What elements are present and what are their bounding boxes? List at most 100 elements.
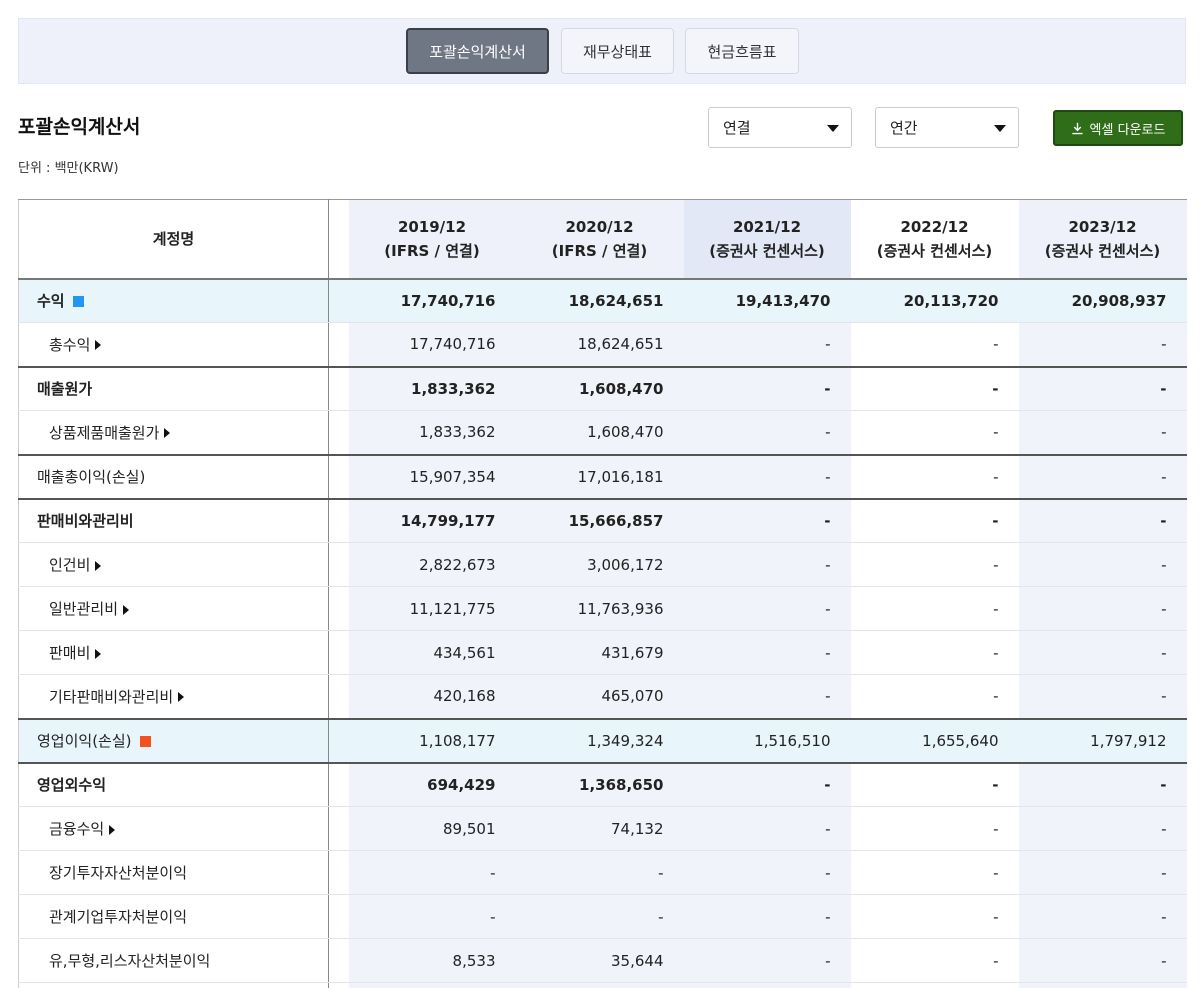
account-name-cell[interactable]: 일반관리비 xyxy=(18,586,329,631)
value-cell: 11,763,936 xyxy=(515,586,684,631)
value-cell xyxy=(515,982,684,988)
table-row: 판매비와관리비 14,799,177 15,666,857- - - xyxy=(18,497,1187,543)
account-label: 상품제품매출원가 xyxy=(49,423,160,442)
expand-caret-icon[interactable] xyxy=(95,560,102,571)
value-cell: - xyxy=(683,497,851,543)
value-cell: 15,666,857 xyxy=(515,497,684,543)
row-spacer xyxy=(328,717,349,763)
account-label: 기타판매비와관리비 xyxy=(49,687,174,706)
value-cell: - xyxy=(850,674,1019,719)
chevron-down-icon xyxy=(827,125,839,132)
expand-caret-icon[interactable] xyxy=(95,648,102,659)
value-cell: 434,561 xyxy=(348,630,516,675)
expand-caret-icon[interactable] xyxy=(123,604,130,615)
chart-toggle-icon[interactable] xyxy=(139,736,151,747)
value-cell: - xyxy=(1018,938,1187,983)
value-cell: 11,121,775 xyxy=(348,586,516,631)
period-select[interactable]: 연간 xyxy=(875,107,1019,148)
value-cell xyxy=(1018,982,1187,988)
column-header: 2020/12 (IFRS / 연결) xyxy=(515,199,684,280)
value-cell: 20,113,720 xyxy=(850,278,1019,323)
row-spacer xyxy=(328,497,349,543)
value-cell: - xyxy=(850,497,1019,543)
value-cell: - xyxy=(683,322,851,367)
value-cell: - xyxy=(683,365,851,411)
account-label: 일반관리비 xyxy=(49,600,119,618)
value-cell: - xyxy=(850,630,1019,675)
table-row: 일반관리비 11,121,775 11,763,936- - - xyxy=(18,586,1187,631)
value-cell: 1,608,470 xyxy=(515,365,684,411)
row-spacer xyxy=(328,850,349,895)
account-name-cell[interactable]: 기타판매비와관리비 xyxy=(18,674,329,719)
value-cell: 19,413,470 xyxy=(683,278,851,323)
row-spacer xyxy=(328,894,349,939)
statement-tab-bar: 포괄손익계산서 재무상태표 현금흐름표 xyxy=(18,18,1186,84)
value-cell: - xyxy=(515,894,684,939)
table-row: 매출원가 1,833,362 1,608,470- - - xyxy=(18,365,1187,411)
account-label: 금융수익 xyxy=(49,820,105,838)
account-name-cell: 관계기업투자처분이익 xyxy=(18,894,329,939)
value-cell: 2,822,673 xyxy=(348,542,516,587)
expand-caret-icon[interactable] xyxy=(109,824,116,835)
expand-caret-icon[interactable] xyxy=(178,692,185,703)
excel-download-button[interactable]: 엑셀 다운로드 xyxy=(1053,110,1183,146)
value-cell: 14,799,177 xyxy=(348,497,516,543)
value-cell: - xyxy=(850,410,1019,455)
account-label: 판매비 xyxy=(49,644,91,662)
column-period: 2023/12 xyxy=(1068,217,1137,236)
account-name-cell[interactable]: 판매비 xyxy=(18,630,329,675)
account-name-cell[interactable]: 인건비 xyxy=(18,542,329,587)
value-cell xyxy=(348,982,516,988)
column-header: 2022/12 (증권사 컨센서스) xyxy=(850,199,1019,280)
value-cell: - xyxy=(850,850,1019,895)
value-cell: 1,833,362 xyxy=(348,410,516,455)
column-period: 2019/12 xyxy=(397,217,467,236)
tab-cash-flow[interactable]: 현금흐름표 xyxy=(685,28,799,74)
consolidation-select[interactable]: 연결 xyxy=(708,107,852,148)
table-row: 관계기업투자처분이익 - - - - - xyxy=(18,894,1187,939)
account-name-cell[interactable]: 총수익 xyxy=(18,322,329,367)
value-cell: - xyxy=(683,806,851,851)
column-header: 2021/12 (증권사 컨센서스) xyxy=(683,199,851,280)
account-label: 인건비 xyxy=(49,556,91,574)
row-spacer xyxy=(328,674,349,719)
expand-caret-icon[interactable] xyxy=(95,340,102,351)
tab-balance-sheet[interactable]: 재무상태표 xyxy=(561,28,674,74)
account-name-cell: 매출총이익(손실) xyxy=(18,453,329,499)
chevron-down-icon xyxy=(994,125,1006,132)
value-cell: - xyxy=(1018,894,1187,939)
table-row xyxy=(18,982,1187,988)
account-label: 매출원가 xyxy=(37,380,93,399)
row-spacer xyxy=(328,586,349,631)
download-icon xyxy=(1071,122,1083,134)
value-cell: - xyxy=(1018,410,1187,455)
row-spacer xyxy=(328,761,349,807)
value-cell: - xyxy=(850,453,1019,499)
expand-caret-icon[interactable] xyxy=(164,428,171,439)
account-name-cell[interactable]: 상품제품매출원가 xyxy=(18,410,329,455)
value-cell: 1,608,470 xyxy=(515,410,684,455)
value-cell: 465,070 xyxy=(515,674,684,719)
column-basis: (증권사 컨센서스) xyxy=(1044,241,1161,260)
tab-income-statement[interactable]: 포괄손익계산서 xyxy=(406,28,549,74)
value-cell: - xyxy=(850,586,1019,631)
value-cell: 1,833,362 xyxy=(348,365,516,411)
row-spacer xyxy=(328,278,349,323)
value-cell: - xyxy=(1018,453,1187,499)
account-label: 영업이익(손실) xyxy=(37,732,132,750)
table-row: 영업외수익 694,429 1,368,650- - - xyxy=(18,761,1187,807)
value-cell: - xyxy=(683,586,851,631)
row-spacer xyxy=(328,630,349,675)
account-label: 총수익 xyxy=(49,335,91,354)
period-select-value: 연간 xyxy=(890,119,918,137)
account-label: 매출총이익(손실) xyxy=(37,468,146,486)
account-label: 장기투자자산처분이익 xyxy=(49,864,188,882)
column-header: 2019/12 (IFRS / 연결) xyxy=(348,199,516,280)
row-spacer xyxy=(328,365,349,411)
row-spacer xyxy=(328,806,349,851)
table-row: 판매비 434,561 431,679- - - xyxy=(18,630,1187,675)
income-statement-table: 계정명 2019/12 (IFRS / 연결) 2020/12 (IFRS / 연결… xyxy=(18,199,1187,988)
chart-toggle-icon[interactable] xyxy=(72,296,84,308)
account-name-cell[interactable]: 금융수익 xyxy=(18,806,329,851)
value-cell: - xyxy=(1018,761,1187,807)
